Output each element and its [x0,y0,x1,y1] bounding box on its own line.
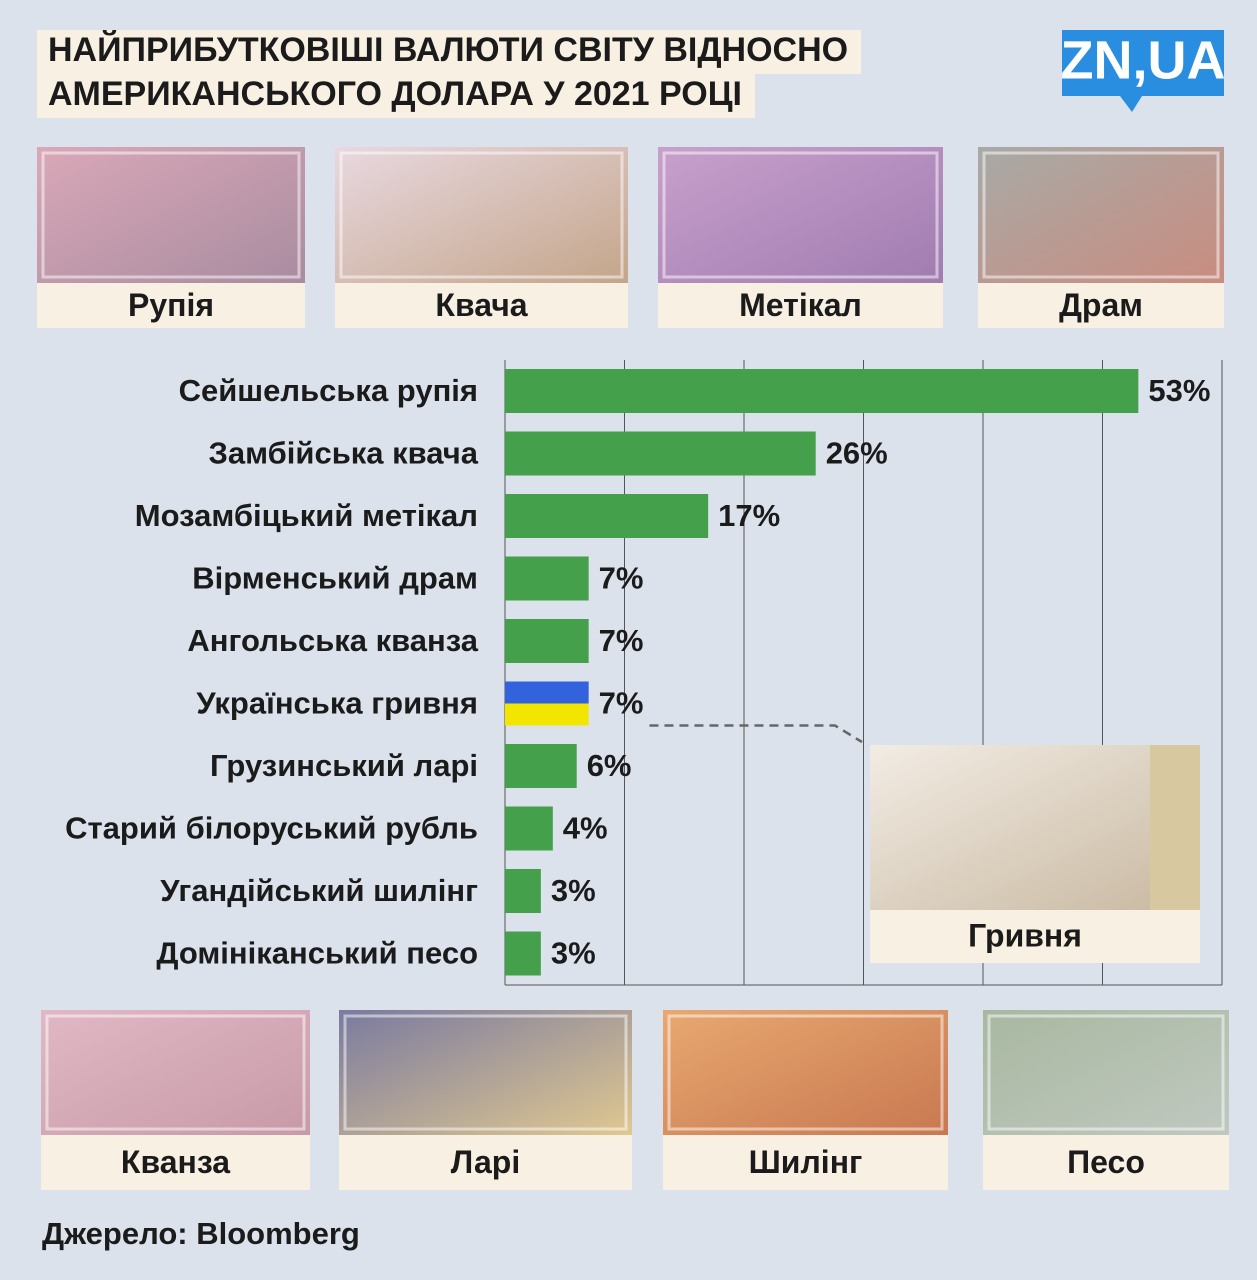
bar [505,619,589,663]
title-bg [37,74,755,118]
value-label: 3% [551,873,596,908]
logo-box [1062,30,1224,96]
banknote-image [978,147,1224,283]
banknote-image [339,1010,632,1135]
value-label: 7% [599,686,644,721]
bar [505,869,541,913]
category-label: Домініканський песо [156,936,478,971]
caption-bg [335,283,628,328]
banknote-border [343,1014,628,1131]
caption-bg [870,910,1200,963]
bar [505,494,709,538]
bar [505,806,553,851]
banknotes: Рупія Квача Метікал Драм Кванза Ларі Шилінг Пес… [37,147,1229,1190]
category-label: Ангольська кванза [187,623,478,658]
banknote-image [658,147,943,283]
bar [505,931,541,976]
value-label: 6% [587,748,632,783]
caption-bg [983,1135,1229,1190]
caption-bg [978,283,1224,328]
banknote-border [987,1014,1225,1131]
bar [505,744,577,788]
category-label: Угандійський шилінг [160,873,478,908]
logo-tail [1120,96,1142,112]
category-label: Сейшельська рупія [179,373,478,408]
category-label: Мозамбіцький метікал [135,498,478,533]
chart: Сейшельська рупія 53% Замбійська квача 26% М… [65,360,1223,986]
banknote-border [339,151,624,279]
caption-bg [658,283,943,328]
category-label: Вірменський драм [192,561,478,596]
caption-bg [339,1135,632,1190]
value-label: 53% [1148,373,1210,408]
inset-stripe [1150,745,1200,910]
category-label: Замбійська квача [208,436,478,471]
banknote-caption: Драм [1059,287,1143,323]
value-label: 26% [826,436,888,471]
source: Джерело: Bloomberg [42,1216,360,1251]
value-label: 7% [599,623,644,658]
inset-caption: Гривня [968,917,1082,953]
banknote-caption: Шилінг [749,1144,863,1180]
banknote-caption: Ларі [451,1144,520,1180]
title-line: АМЕРИКАНСЬКОГО ДОЛАРА У 2021 РОЦІ [48,75,742,113]
banknote-caption: Рупія [128,287,214,323]
category-label: Грузинський ларі [210,748,478,783]
banknote-caption: Квача [435,287,527,323]
banknote-image [663,1010,948,1135]
inset-image [870,745,1200,910]
category-label: Українська гривня [196,686,478,721]
banknote-caption: Кванза [121,1144,230,1180]
caption-bg [41,1135,310,1190]
title-line: НАЙПРИБУТКОВІШІ ВАЛЮТИ СВІТУ ВІДНОСНО [48,30,848,69]
banknote-border [667,1014,944,1131]
logo-text: ZN,UA [1061,30,1226,90]
title: НАЙПРИБУТКОВІШІ ВАЛЮТИ СВІТУ ВІДНОСНО АМЕ… [37,30,862,118]
banknote-border [41,151,301,279]
banknote-caption: Метікал [739,287,862,323]
banknote-image [335,147,628,283]
banknote-border [45,1014,306,1131]
bar [505,369,1139,413]
banknote-image [41,1010,310,1135]
bar [505,556,589,601]
bar [505,431,816,476]
value-label: 3% [551,936,596,971]
connector [649,724,863,744]
title-bg [37,30,862,74]
value-label: 4% [563,811,608,846]
category-label: Старий білоруський рубль [65,811,478,846]
bar [505,703,589,726]
bar [505,681,589,704]
value-label: 17% [718,498,780,533]
banknote-caption: Песо [1067,1144,1145,1180]
banknote-image [37,147,305,283]
caption-bg [37,283,305,328]
logo: ZN,UA [1061,30,1226,112]
banknote-border [662,151,939,279]
banknote-border [982,151,1220,279]
value-label: 7% [599,561,644,596]
banknote-image [983,1010,1229,1135]
caption-bg [663,1135,948,1190]
